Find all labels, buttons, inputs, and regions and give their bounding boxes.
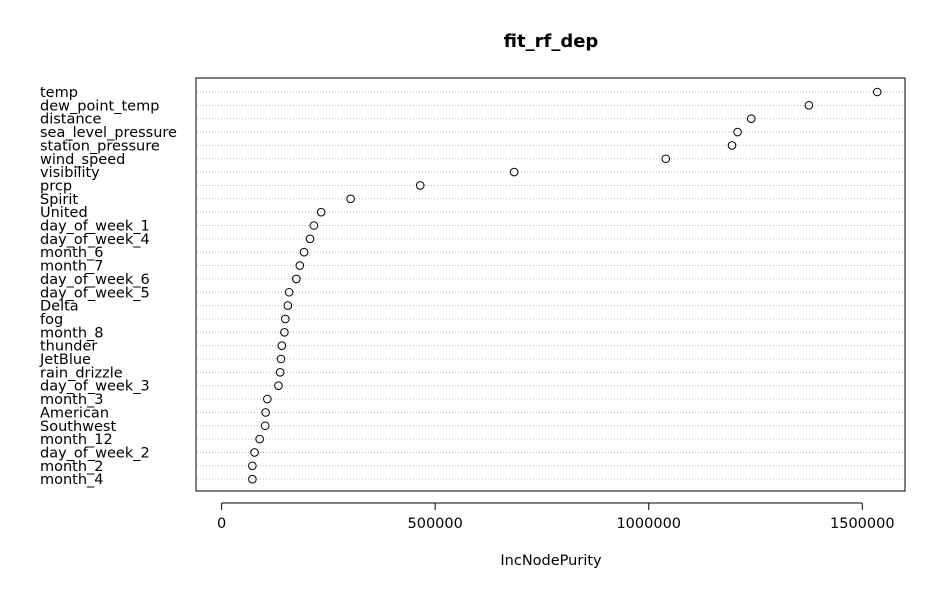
category-label: day_of_week_5 (40, 285, 150, 301)
data-point (746, 114, 756, 123)
data-point (295, 261, 305, 270)
category-label: month_6 (40, 245, 104, 261)
data-point (284, 287, 294, 297)
category-label: Delta (40, 299, 79, 315)
data-point (415, 181, 425, 190)
category-label: wind_speed (40, 152, 125, 168)
category-label: thunder (40, 339, 97, 355)
x-axis: 0 500000 1000000 1500000 (217, 502, 895, 532)
data-point (250, 448, 259, 457)
x-tick-label: 500000 (408, 516, 463, 532)
data-point (309, 221, 319, 230)
category-labels: tempdew_point_tempdistancesea_level_pres… (39, 85, 177, 488)
category-label: Southwest (40, 419, 116, 435)
data-point (872, 87, 882, 97)
category-label: distance (40, 112, 102, 128)
data-point (260, 421, 270, 431)
category-label: sea_level_pressure (40, 125, 177, 141)
data-point (248, 474, 257, 484)
category-label: JetBlue (39, 352, 91, 368)
category-label: day_of_week_3 (40, 379, 150, 395)
data-point (263, 394, 272, 404)
data-point (283, 301, 293, 310)
category-label: fog (40, 312, 63, 328)
data-point (275, 368, 285, 377)
category-label: rain_drizzle (40, 365, 123, 381)
data-point (274, 381, 283, 391)
category-label: month_7 (40, 259, 104, 275)
category-label: prcp (40, 178, 72, 194)
category-label: day_of_week_6 (40, 272, 150, 288)
category-label: United (40, 205, 88, 221)
data-point (261, 408, 270, 417)
category-label: month_4 (40, 472, 104, 488)
category-label: month_8 (40, 325, 104, 341)
data-point (280, 328, 289, 337)
chart-title: fit_rf_dep (504, 31, 599, 52)
data-point (509, 167, 519, 177)
data-point (276, 354, 286, 364)
category-label: month_12 (40, 432, 113, 448)
data-point (733, 127, 742, 137)
data-point (255, 434, 264, 444)
data-point (248, 461, 257, 471)
category-label: day_of_week_2 (40, 445, 150, 461)
x-axis-label: IncNodePurity (500, 553, 602, 569)
data-point (305, 234, 315, 244)
x-tick-label: 0 (217, 516, 226, 532)
data-point (661, 154, 671, 164)
data-point (804, 101, 814, 110)
x-tick-label: 1500000 (830, 516, 895, 532)
x-tick-label: 1000000 (616, 516, 681, 532)
plot-frame (195, 77, 906, 492)
category-label: American (40, 405, 109, 421)
data-points (248, 87, 882, 484)
data-point (280, 314, 290, 324)
category-label: month_2 (40, 459, 104, 475)
category-label: temp (40, 85, 78, 101)
category-label: day_of_week_1 (40, 219, 150, 235)
category-label: station_pressure (40, 138, 160, 154)
category-label: day_of_week_4 (40, 232, 150, 248)
data-point (277, 341, 287, 350)
data-point (316, 207, 326, 217)
data-point (727, 141, 737, 150)
data-point (292, 274, 301, 284)
category-label: visibility (40, 165, 100, 181)
data-point (299, 247, 309, 257)
data-point (346, 194, 355, 204)
category-label: dew_point_temp (40, 98, 159, 114)
category-label: month_3 (40, 392, 104, 408)
category-label: Spirit (40, 192, 78, 208)
gridlines (197, 91, 904, 480)
